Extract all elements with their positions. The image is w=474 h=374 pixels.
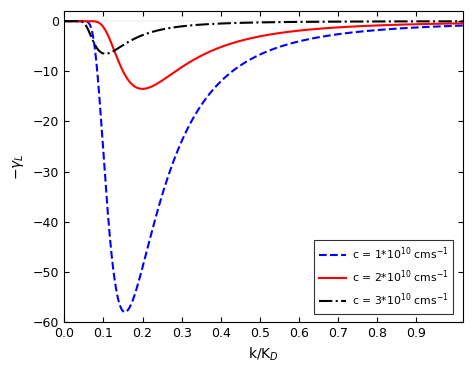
c = 1*10$^{10}$ cms$^{-1}$	[64, 19, 70, 24]
Line: c = 1*10$^{10}$ cms$^{-1}$: c = 1*10$^{10}$ cms$^{-1}$	[65, 21, 463, 312]
Line: c = 3*10$^{10}$ cms$^{-1}$: c = 3*10$^{10}$ cms$^{-1}$	[65, 21, 463, 54]
c = 2*10$^{10}$ cms$^{-1}$	[62, 19, 68, 24]
c = 1*10$^{10}$ cms$^{-1}$	[232, 67, 238, 71]
c = 2*10$^{10}$ cms$^{-1}$	[232, 40, 238, 45]
c = 2*10$^{10}$ cms$^{-1}$	[460, 21, 466, 25]
c = 1*10$^{10}$ cms$^{-1}$	[62, 19, 68, 24]
c = 3*10$^{10}$ cms$^{-1}$	[460, 19, 466, 24]
c = 1*10$^{10}$ cms$^{-1}$	[460, 23, 466, 28]
c = 3*10$^{10}$ cms$^{-1}$	[215, 21, 220, 26]
c = 2*10$^{10}$ cms$^{-1}$	[108, 39, 113, 43]
c = 1*10$^{10}$ cms$^{-1}$	[108, 240, 113, 244]
c = 3*10$^{10}$ cms$^{-1}$	[410, 19, 415, 24]
c = 1*10$^{10}$ cms$^{-1}$	[410, 25, 415, 30]
c = 2*10$^{10}$ cms$^{-1}$	[453, 21, 458, 26]
c = 1*10$^{10}$ cms$^{-1}$	[131, 294, 137, 299]
c = 3*10$^{10}$ cms$^{-1}$	[108, 50, 113, 55]
Y-axis label: $-\gamma_L$: $-\gamma_L$	[11, 153, 26, 180]
X-axis label: k/K$_D$: k/K$_D$	[248, 346, 279, 363]
c = 2*10$^{10}$ cms$^{-1}$	[65, 19, 71, 24]
c = 2*10$^{10}$ cms$^{-1}$	[215, 46, 220, 50]
c = 1*10$^{10}$ cms$^{-1}$	[122, 310, 128, 314]
c = 1*10$^{10}$ cms$^{-1}$	[453, 24, 458, 28]
c = 3*10$^{10}$ cms$^{-1}$	[453, 19, 458, 24]
c = 2*10$^{10}$ cms$^{-1}$	[131, 84, 137, 88]
c = 3*10$^{10}$ cms$^{-1}$	[64, 19, 69, 24]
Legend: c = 1*10$^{10}$ cms$^{-1}$, c = 2*10$^{10}$ cms$^{-1}$, c = 3*10$^{10}$ cms$^{-1: c = 1*10$^{10}$ cms$^{-1}$, c = 2*10$^{1…	[314, 240, 454, 313]
c = 3*10$^{10}$ cms$^{-1}$	[62, 19, 68, 24]
c = 3*10$^{10}$ cms$^{-1}$	[131, 37, 137, 41]
c = 3*10$^{10}$ cms$^{-1}$	[102, 52, 108, 56]
c = 2*10$^{10}$ cms$^{-1}$	[140, 87, 146, 91]
c = 1*10$^{10}$ cms$^{-1}$	[215, 82, 220, 87]
Line: c = 2*10$^{10}$ cms$^{-1}$: c = 2*10$^{10}$ cms$^{-1}$	[65, 21, 463, 89]
c = 2*10$^{10}$ cms$^{-1}$	[410, 22, 415, 27]
c = 3*10$^{10}$ cms$^{-1}$	[232, 21, 238, 25]
